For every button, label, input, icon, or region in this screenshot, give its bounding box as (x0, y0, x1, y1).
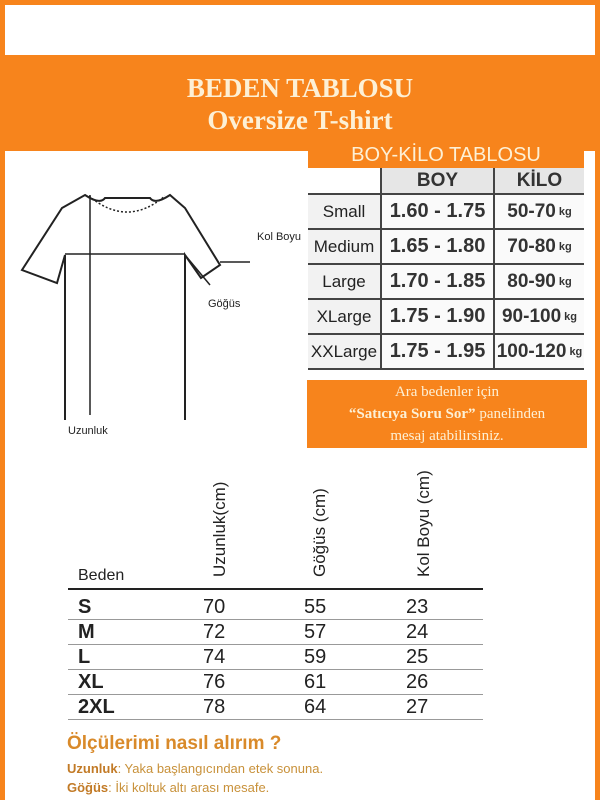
size-cell: XXLarge (308, 335, 382, 368)
measure-cell: 55 (304, 596, 327, 618)
size-cell: XL (78, 671, 104, 693)
kilo-cell: 90-100 kg (495, 300, 584, 333)
measure-cell: 25 (406, 646, 429, 668)
table-row: XL 76 61 26 (68, 670, 483, 695)
measure-cell: 26 (406, 671, 429, 693)
table-row: Small 1.60 - 1.75 50-70 kg (308, 195, 584, 230)
boy-cell: 1.75 - 1.95 (382, 335, 495, 368)
kilo-cell: 100-120 kg (495, 335, 584, 368)
how-title: Ölçülerimi nasıl alırım ? (67, 733, 282, 754)
measure-cell: 78 (203, 696, 226, 718)
table-row: L 74 59 25 (68, 645, 483, 670)
size-cell: M (78, 621, 95, 643)
tshirt-diagram (20, 193, 250, 420)
measure-cell: 64 (304, 696, 327, 718)
size-cell: 2XL (78, 696, 115, 718)
table-row: XXLarge 1.75 - 1.95 100-120 kg (308, 335, 584, 370)
kilo-cell: 80-90 kg (495, 265, 584, 298)
measure-cell: 72 (203, 621, 226, 643)
column-header: Göğüs (cm) (310, 488, 329, 577)
divider (68, 588, 483, 590)
sleeve-label: Kol Boyu (257, 231, 302, 243)
how-item: Göğüs: İki koltuk altı arası mesafe. (67, 780, 270, 795)
info-note: Ara bedenler için “Satıcıya Soru Sor” pa… (307, 380, 587, 448)
kilo-cell: 70-80 kg (495, 230, 584, 263)
boy-cell: 1.60 - 1.75 (382, 195, 495, 228)
measure-cell: 57 (304, 621, 327, 643)
measure-cell: 24 (406, 621, 429, 643)
size-cell: Medium (308, 230, 382, 263)
column-header: Beden (78, 567, 125, 584)
size-cell: S (78, 596, 92, 618)
measure-cell: 59 (304, 646, 327, 668)
page-title: BEDEN TABLOSU (186, 73, 414, 103)
size-table: Beden Uzunluk(cm) Göğüs (cm) Kol Boyu (c… (68, 455, 488, 725)
page-subtitle: Oversize T-shirt (207, 105, 393, 135)
column-header: KİLO (495, 168, 584, 193)
boy-cell: 1.75 - 1.90 (382, 300, 495, 333)
boy-cell: 1.65 - 1.80 (382, 230, 495, 263)
table-header: BOY KİLO (308, 168, 584, 195)
table-row: S 70 55 23 (68, 595, 483, 620)
table-row: Large 1.70 - 1.85 80-90 kg (308, 265, 584, 300)
size-cell: Large (308, 265, 382, 298)
measure-cell: 74 (203, 646, 226, 668)
table-row: 2XL 78 64 27 (68, 695, 483, 720)
boy-kilo-title: BOY-KİLO TABLOSU (308, 142, 584, 168)
how-to-measure: Ölçülerimi nasıl alırım ? Uzunluk: Yaka … (67, 733, 323, 797)
column-header: Uzunluk(cm) (210, 481, 229, 577)
column-header: Kol Boyu (cm) (414, 470, 433, 577)
measure-cell: 70 (203, 596, 226, 618)
size-cell: XLarge (308, 300, 382, 333)
column-header: BOY (382, 168, 495, 193)
size-cell: Small (308, 195, 382, 228)
table-row: M 72 57 24 (68, 620, 483, 645)
table-row: Medium 1.65 - 1.80 70-80 kg (308, 230, 584, 265)
kilo-cell: 50-70 kg (495, 195, 584, 228)
size-cell: L (78, 646, 91, 668)
table-row: XLarge 1.75 - 1.90 90-100 kg (308, 300, 584, 335)
chest-label: Göğüs (208, 298, 241, 310)
measure-cell: 76 (203, 671, 226, 693)
measure-cell: 27 (406, 696, 429, 718)
measure-cell: 61 (304, 671, 327, 693)
boy-cell: 1.70 - 1.85 (382, 265, 495, 298)
length-label: Uzunluk (68, 425, 108, 437)
boy-kilo-table: BOY-KİLO TABLOSU BOY KİLO Small 1.60 - 1.… (308, 142, 584, 370)
header-band: BEDEN TABLOSU Oversize T-shirt (0, 55, 600, 151)
how-item: Uzunluk: Yaka başlangıcından etek sonuna… (67, 761, 324, 776)
measure-cell: 23 (406, 596, 429, 618)
